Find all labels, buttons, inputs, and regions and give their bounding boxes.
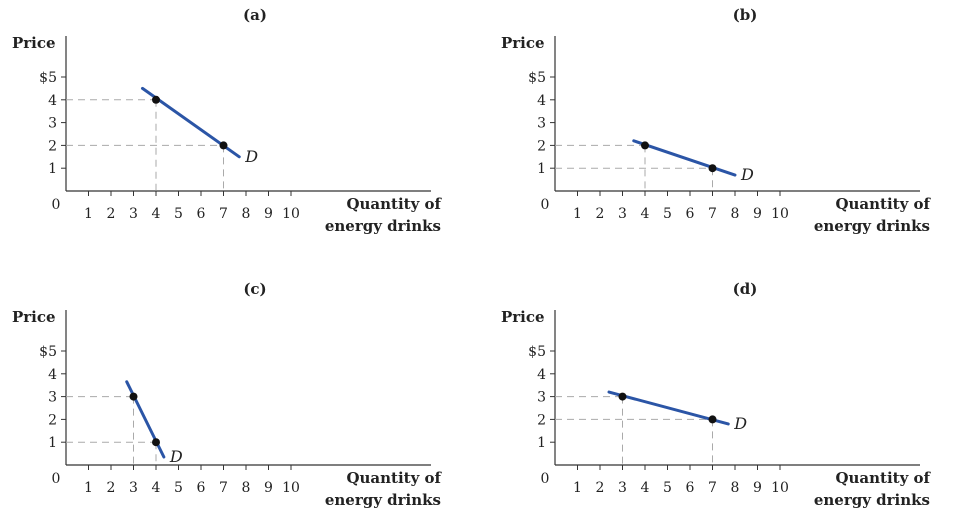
y-tick-label: 3 xyxy=(537,116,546,132)
x-tick-label: 10 xyxy=(771,480,789,496)
x-tick-label: 9 xyxy=(753,480,762,496)
data-point xyxy=(129,392,138,401)
y-tick-label: $5 xyxy=(39,70,57,86)
x-tick-label: 7 xyxy=(219,206,228,222)
y-tick-label: 4 xyxy=(537,367,546,383)
y-tick-label: $5 xyxy=(528,70,546,86)
demand-curve-label: D xyxy=(740,165,754,184)
y-tick-label: 1 xyxy=(537,435,546,451)
x-tick-label: 9 xyxy=(264,206,273,222)
x-axis-title-line1: Quantity of xyxy=(346,469,442,487)
x-tick-label: 5 xyxy=(663,206,672,222)
y-axis-title: Price xyxy=(12,308,56,326)
origin-label: 0 xyxy=(52,471,61,487)
y-tick-label: 4 xyxy=(48,93,57,109)
x-axis-title-line2: energy drinks xyxy=(814,217,930,235)
y-tick-label: 2 xyxy=(48,412,57,428)
x-tick-label: 8 xyxy=(731,480,740,496)
x-tick-label: 5 xyxy=(663,480,672,496)
x-tick-label: 9 xyxy=(264,480,273,496)
demand-curve-label: D xyxy=(733,414,747,433)
x-tick-label: 10 xyxy=(282,480,300,496)
x-tick-label: 7 xyxy=(708,206,717,222)
x-axis-title-line1: Quantity of xyxy=(346,195,442,213)
x-axis-title-line2: energy drinks xyxy=(814,491,930,509)
x-tick-label: 10 xyxy=(771,206,789,222)
x-axis-title-line1: Quantity of xyxy=(835,469,931,487)
x-tick-label: 2 xyxy=(107,206,116,222)
data-point xyxy=(219,141,228,150)
x-tick-label: 1 xyxy=(573,480,582,496)
y-tick-label: 3 xyxy=(48,116,57,132)
x-tick-label: 2 xyxy=(596,206,605,222)
x-tick-label: 4 xyxy=(641,206,650,222)
x-tick-label: 1 xyxy=(573,206,582,222)
x-tick-label: 6 xyxy=(686,206,695,222)
x-tick-label: 5 xyxy=(174,206,183,222)
panel-title: (a) xyxy=(243,6,267,24)
x-tick-label: 2 xyxy=(596,480,605,496)
origin-label: 0 xyxy=(541,471,550,487)
data-point xyxy=(641,141,649,150)
panel-title: (d) xyxy=(733,280,758,298)
x-axis-title-line2: energy drinks xyxy=(325,217,441,235)
data-point xyxy=(152,438,160,447)
x-tick-label: 7 xyxy=(219,480,228,496)
origin-label: 0 xyxy=(52,197,61,213)
x-tick-label: 3 xyxy=(618,480,627,496)
x-tick-label: 1 xyxy=(84,206,93,222)
y-tick-label: 2 xyxy=(48,138,57,154)
x-tick-label: 8 xyxy=(242,480,251,496)
y-axis-title: Price xyxy=(501,308,545,326)
origin-label: 0 xyxy=(541,197,550,213)
y-tick-label: 1 xyxy=(537,161,546,177)
x-axis-title-line1: Quantity of xyxy=(835,195,931,213)
y-tick-label: 4 xyxy=(537,93,546,109)
data-point xyxy=(152,95,160,104)
y-tick-label: $5 xyxy=(528,344,546,360)
x-tick-label: 6 xyxy=(197,480,206,496)
y-tick-label: $5 xyxy=(39,344,57,360)
y-tick-label: 2 xyxy=(537,138,546,154)
x-tick-label: 1 xyxy=(84,480,93,496)
panel-title: (c) xyxy=(243,280,266,298)
x-tick-label: 3 xyxy=(618,206,627,222)
x-tick-label: 3 xyxy=(129,206,138,222)
panel-title: (b) xyxy=(733,6,758,24)
x-tick-label: 8 xyxy=(242,206,251,222)
demand-curve-label: D xyxy=(244,147,258,166)
x-tick-label: 4 xyxy=(641,480,650,496)
x-tick-label: 6 xyxy=(686,480,695,496)
x-tick-label: 7 xyxy=(708,480,717,496)
data-point xyxy=(618,392,627,401)
y-axis-title: Price xyxy=(501,34,545,52)
y-tick-label: 2 xyxy=(537,412,546,428)
demand-curve-line xyxy=(607,390,730,426)
y-tick-label: 1 xyxy=(48,161,57,177)
demand-curve-line xyxy=(632,139,737,177)
data-point xyxy=(708,164,717,173)
x-tick-label: 3 xyxy=(129,480,138,496)
x-tick-label: 2 xyxy=(107,480,116,496)
y-tick-label: 1 xyxy=(48,435,57,451)
x-axis-title-line2: energy drinks xyxy=(325,491,441,509)
data-point xyxy=(708,415,717,424)
y-tick-label: 3 xyxy=(537,390,546,406)
y-tick-label: 4 xyxy=(48,367,57,383)
x-tick-label: 5 xyxy=(174,480,183,496)
y-axis-title: Price xyxy=(12,34,56,52)
demand-curve-label: D xyxy=(169,447,183,466)
y-tick-label: 3 xyxy=(48,390,57,406)
x-tick-label: 4 xyxy=(152,206,161,222)
x-tick-label: 8 xyxy=(731,206,740,222)
x-tick-label: 10 xyxy=(282,206,300,222)
x-tick-label: 4 xyxy=(152,480,161,496)
x-tick-label: 9 xyxy=(753,206,762,222)
x-tick-label: 6 xyxy=(197,206,206,222)
